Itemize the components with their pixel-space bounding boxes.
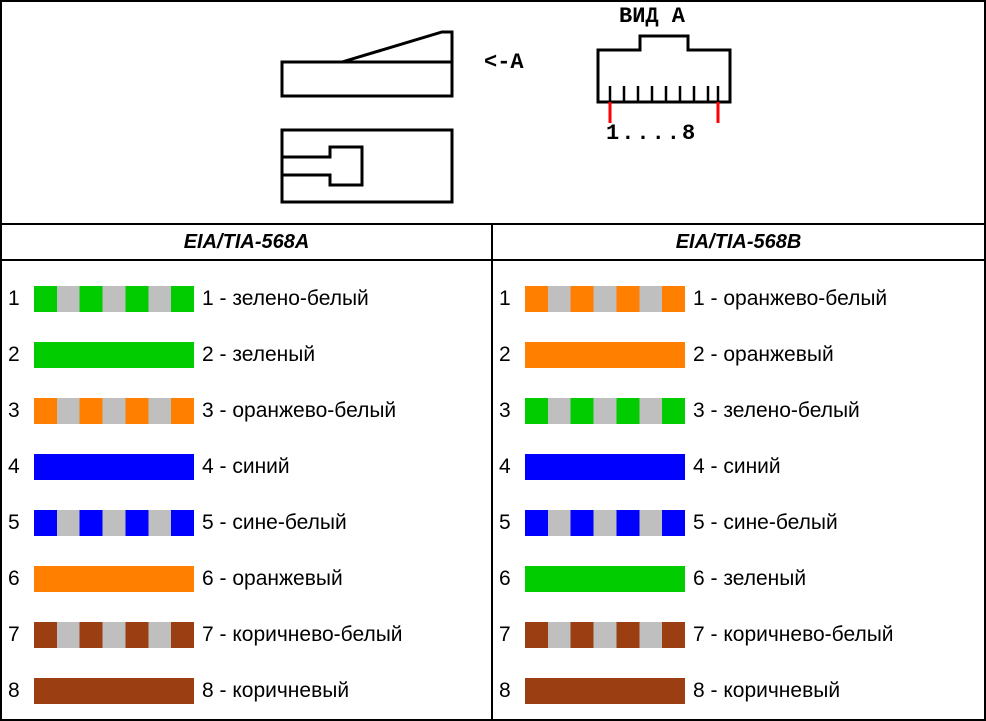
header-568a: EIA/TIA-568A <box>2 225 491 261</box>
wire-pin-number: 8 <box>499 679 521 703</box>
wire-color-swatch <box>34 286 194 312</box>
wire-pin-number: 2 <box>8 343 30 367</box>
arrow-a-label: <-A <box>484 50 524 75</box>
wire-color-label: 7 - коричнево-белый <box>693 623 894 647</box>
wire-color-label: 2 - оранжевый <box>693 343 834 367</box>
wire-pin-number: 3 <box>8 399 30 423</box>
diagram-container: <-A ВИД А 1... <box>0 0 986 721</box>
connector-drawings-section: <-A ВИД А 1... <box>2 2 984 225</box>
wire-row: 6 6 - оранжевый <box>8 551 485 607</box>
wire-pin-number: 8 <box>8 679 30 703</box>
wire-row: 3 3 - зелено-белый <box>499 383 978 439</box>
wire-color-label: 2 - зеленый <box>202 343 315 367</box>
wire-pin-number: 1 <box>499 287 521 311</box>
wire-pin-number: 4 <box>499 455 521 479</box>
pin-number-range: 1....8 <box>606 121 697 146</box>
wire-color-label: 5 - сине-белый <box>202 511 347 535</box>
column-568a: EIA/TIA-568A 1 1 - зелено-белый 2 2 - зелен… <box>2 225 493 721</box>
view-a-title: ВИД А <box>619 4 685 29</box>
wire-pin-number: 3 <box>499 399 521 423</box>
wire-pin-number: 5 <box>499 511 521 535</box>
wire-color-swatch <box>525 678 685 704</box>
wire-row: 2 2 - зеленый <box>8 327 485 383</box>
wire-row: 8 8 - коричневый <box>499 663 978 719</box>
wire-row: 6 6 - зеленый <box>499 551 978 607</box>
wire-row: 2 2 - оранжевый <box>499 327 978 383</box>
wire-color-label: 1 - зелено-белый <box>202 287 369 311</box>
wire-pin-number: 1 <box>8 287 30 311</box>
wire-row: 4 4 - синий <box>499 439 978 495</box>
wire-color-swatch <box>525 398 685 424</box>
wire-row: 8 8 - коричневый <box>8 663 485 719</box>
wire-pin-number: 6 <box>499 567 521 591</box>
standards-columns: EIA/TIA-568A 1 1 - зелено-белый 2 2 - зелен… <box>2 225 984 721</box>
wire-color-swatch <box>525 342 685 368</box>
wire-color-label: 7 - коричнево-белый <box>202 623 403 647</box>
wire-color-swatch <box>34 342 194 368</box>
wire-color-swatch <box>525 454 685 480</box>
wire-pin-number: 5 <box>8 511 30 535</box>
wire-color-label: 6 - оранжевый <box>202 567 343 591</box>
wire-color-label: 8 - коричневый <box>693 679 840 703</box>
wire-color-label: 3 - зелено-белый <box>693 399 860 423</box>
connector-side-view <box>272 24 472 109</box>
wire-row: 3 3 - оранжево-белый <box>8 383 485 439</box>
wires-568b: 1 1 - оранжево-белый 2 2 - оранжевый 3 3 - зе… <box>493 261 984 719</box>
wire-pin-number: 2 <box>499 343 521 367</box>
wire-color-label: 6 - зеленый <box>693 567 806 591</box>
wire-color-swatch <box>525 622 685 648</box>
wire-color-swatch <box>34 510 194 536</box>
wire-row: 4 4 - синий <box>8 439 485 495</box>
wire-color-swatch <box>34 454 194 480</box>
wire-row: 7 7 - коричнево-белый <box>499 607 978 663</box>
wire-color-label: 5 - сине-белый <box>693 511 838 535</box>
wire-row: 5 5 - сине-белый <box>499 495 978 551</box>
wire-row: 1 1 - оранжево-белый <box>499 271 978 327</box>
wire-color-swatch <box>34 398 194 424</box>
wire-color-label: 8 - коричневый <box>202 679 349 703</box>
wire-pin-number: 4 <box>8 455 30 479</box>
wire-color-label: 4 - синий <box>202 455 290 479</box>
wire-color-label: 3 - оранжево-белый <box>202 399 396 423</box>
wire-color-label: 1 - оранжево-белый <box>693 287 887 311</box>
connector-front-view <box>590 30 740 130</box>
wire-color-swatch <box>525 510 685 536</box>
wire-color-label: 4 - синий <box>693 455 781 479</box>
wire-color-swatch <box>525 566 685 592</box>
column-568b: EIA/TIA-568B 1 1 - оранжево-белый 2 2 - ора… <box>493 225 984 721</box>
connector-bottom-view <box>272 122 472 217</box>
wire-row: 5 5 - сине-белый <box>8 495 485 551</box>
wire-color-swatch <box>525 286 685 312</box>
wire-color-swatch <box>34 678 194 704</box>
header-568b: EIA/TIA-568B <box>493 225 984 261</box>
wire-pin-number: 7 <box>499 623 521 647</box>
wire-color-swatch <box>34 622 194 648</box>
wire-pin-number: 6 <box>8 567 30 591</box>
wire-color-swatch <box>34 566 194 592</box>
wires-568a: 1 1 - зелено-белый 2 2 - зеленый 3 3 - оранже… <box>2 261 491 719</box>
wire-row: 7 7 - коричнево-белый <box>8 607 485 663</box>
wire-pin-number: 7 <box>8 623 30 647</box>
wire-row: 1 1 - зелено-белый <box>8 271 485 327</box>
